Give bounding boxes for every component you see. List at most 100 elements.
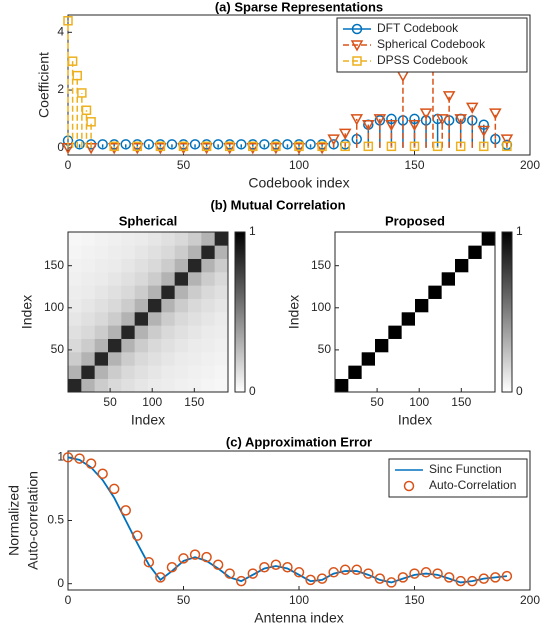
heat-cell [468,378,482,393]
heat-cell [81,272,95,286]
stem [77,88,87,148]
heat-cell [415,325,429,339]
marker [270,559,282,570]
heat-cell [348,232,362,246]
x-tick-label: 150 [404,158,424,172]
heat-cell [428,338,442,353]
heat-cell [375,378,389,393]
heat-cell [468,312,482,326]
marker [351,23,363,35]
heat-cell [441,272,456,286]
stem [386,141,397,152]
heat-cell [401,285,416,299]
heat-cell [468,325,482,339]
marker [340,141,350,152]
x-axis-label: Index [398,412,432,428]
marker [259,562,270,573]
heat-cell [121,245,135,259]
marker [420,567,432,578]
heat-cell [415,298,429,313]
stem [479,141,489,152]
heat-cell [174,272,189,286]
heat-cell [388,352,402,366]
marker [328,139,339,150]
marker [386,113,397,125]
heat-cell [214,285,229,299]
heat-cell [415,312,429,326]
heat-cell [481,285,496,299]
y-axis-label: Index [19,295,35,329]
stem [131,143,144,155]
marker [189,549,201,560]
heat-cell [121,312,135,326]
heat-cell [201,298,215,313]
legend-label: DFT Codebook [377,21,459,35]
marker [77,88,87,98]
heat-cell [401,352,416,366]
heat-cell [94,298,109,313]
stem [132,141,143,152]
heat-cell [81,232,95,246]
heat-cell [201,232,215,246]
heat-cell [201,245,215,259]
marker [442,91,456,103]
marker [292,143,306,155]
heat-cell [94,365,109,379]
heat-cell [335,245,349,259]
x-tick-label: 200 [520,593,540,607]
heat-cell [375,285,389,299]
heat-cell [161,338,175,353]
heat-cell [94,378,109,393]
heat-cell [134,378,149,393]
heat-cell [415,285,429,299]
heat-cell [441,352,456,366]
stem [246,143,260,155]
marker [502,141,512,152]
heat-cell [481,378,496,393]
marker [120,505,131,516]
stem [317,141,327,152]
heat-cell [375,338,389,353]
heat-cell [361,338,376,353]
stem [86,117,96,148]
heat-cell [174,352,189,366]
heat-cell [455,325,469,339]
y-tick-label: 50 [318,342,332,356]
heat-cell [401,298,416,313]
heat-cell [441,338,456,353]
legend-label: Sinc Function [429,462,502,476]
marker [62,452,74,463]
heat-cell [348,298,362,313]
marker [477,125,491,138]
plot-frame [334,231,496,393]
heat-cell [121,272,135,286]
stem [177,143,190,155]
marker [403,480,415,492]
heat-cell [441,298,456,313]
heat-cell [415,352,429,366]
heat-cell [134,245,149,259]
heat-cell [134,258,149,273]
marker [85,458,97,469]
heat-cell [348,312,362,326]
heat-cell [68,298,82,313]
stem [350,114,364,148]
marker [271,141,281,152]
heat-cell [148,352,162,366]
heat-cell [174,365,189,379]
x-tick-label: 100 [409,395,429,409]
heat-cell [455,312,469,326]
heat-cell [94,338,109,353]
heat-cell [361,272,376,286]
y-axis-label: Normalized [6,485,22,556]
heat-cell [428,352,442,366]
heat-cell [375,232,389,246]
y-tick-label: 0 [57,576,64,590]
stem [292,143,306,155]
heat-cell [375,365,389,379]
heat-cell [455,298,469,313]
heat-cell [348,272,362,286]
heat-cell [161,272,175,286]
heat-cell [68,325,82,339]
marker [409,113,420,125]
